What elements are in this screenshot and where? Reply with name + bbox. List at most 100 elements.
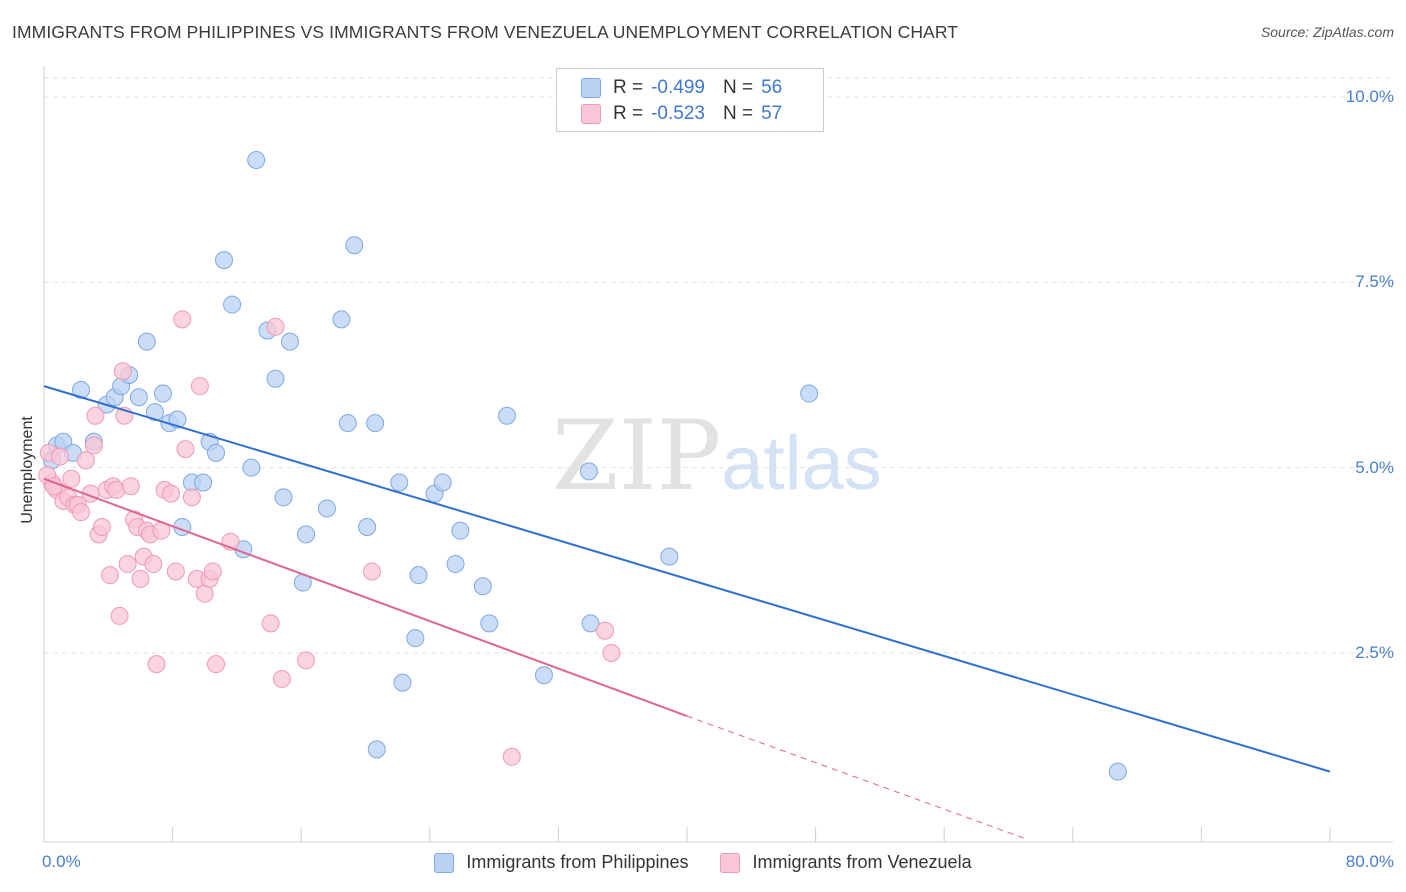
- y-axis-label: Unemployment: [19, 416, 36, 524]
- legend-n-value: 56: [761, 77, 783, 98]
- point-venezuela: [84, 436, 103, 455]
- legend-label-philippines: Immigrants from Philippines: [466, 852, 689, 872]
- point-venezuela: [596, 621, 615, 640]
- point-venezuela: [147, 655, 166, 674]
- point-venezuela: [272, 669, 291, 688]
- y-tick-label: 7.5%: [1355, 272, 1394, 292]
- point-philippines: [446, 555, 465, 574]
- stats-legend: R = -0.499 N = 56 R = -0.523 N = 57: [556, 68, 824, 132]
- point-philippines: [266, 369, 285, 388]
- legend-swatch-venezuela: [581, 104, 601, 124]
- point-philippines: [534, 666, 553, 685]
- point-philippines: [358, 517, 377, 536]
- point-venezuela: [121, 477, 140, 496]
- y-tick-label: 2.5%: [1355, 643, 1394, 662]
- point-venezuela: [144, 555, 163, 574]
- point-venezuela: [51, 447, 70, 466]
- watermark: ZIPatlas: [552, 400, 882, 512]
- point-venezuela: [182, 488, 201, 507]
- point-philippines: [145, 403, 164, 422]
- point-philippines: [367, 740, 386, 759]
- legend-item-philippines[interactable]: Immigrants from Philippines: [434, 852, 688, 873]
- series-legend: Immigrants from Philippines Immigrants f…: [0, 852, 1406, 873]
- point-philippines: [1108, 762, 1127, 781]
- point-venezuela: [62, 469, 81, 488]
- point-philippines: [366, 414, 385, 433]
- legend-n-value: 57: [761, 103, 783, 124]
- point-venezuela: [362, 562, 381, 581]
- x-tick-max: 80.0%: [1345, 852, 1394, 871]
- y-tick-label: 10.0%: [1345, 87, 1394, 106]
- legend-r-label: R =: [613, 103, 644, 124]
- point-philippines: [473, 577, 492, 596]
- legend-label-venezuela: Immigrants from Venezuela: [752, 852, 972, 872]
- legend-r-value: -0.499: [651, 77, 705, 98]
- point-venezuela: [176, 440, 195, 459]
- point-philippines: [406, 629, 425, 648]
- legend-r-value: -0.523: [651, 103, 705, 124]
- point-philippines: [274, 488, 293, 507]
- point-venezuela: [502, 747, 521, 766]
- chart-title: IMMIGRANTS FROM PHILIPPINES VS IMMIGRANT…: [12, 22, 959, 42]
- point-venezuela: [86, 406, 105, 425]
- point-venezuela: [161, 484, 180, 503]
- point-philippines: [338, 414, 357, 433]
- point-philippines: [332, 310, 351, 329]
- axes: [43, 66, 1393, 843]
- legend-item-venezuela[interactable]: Immigrants from Venezuela: [720, 852, 972, 873]
- y-tick-label: 5.0%: [1355, 457, 1394, 477]
- point-philippines: [451, 521, 470, 540]
- legend-swatch-venezuela: [720, 852, 741, 873]
- point-philippines: [800, 384, 819, 403]
- point-philippines: [223, 295, 242, 314]
- trend-line-venezuela-extension: [686, 715, 1025, 839]
- point-venezuela: [71, 503, 90, 522]
- point-philippines: [433, 473, 452, 492]
- legend-row-venezuela: R = -0.523 N = 57: [581, 103, 782, 125]
- point-venezuela: [266, 317, 285, 336]
- point-philippines: [129, 388, 148, 407]
- point-venezuela: [110, 606, 129, 625]
- grid-lines: [44, 77, 1393, 654]
- point-venezuela: [92, 517, 111, 536]
- point-philippines: [579, 462, 598, 481]
- point-venezuela: [173, 310, 192, 329]
- legend-swatch-philippines: [434, 852, 455, 873]
- point-venezuela: [190, 377, 209, 396]
- point-venezuela: [131, 569, 150, 588]
- point-philippines: [660, 547, 679, 566]
- point-philippines: [280, 332, 299, 351]
- point-venezuela: [166, 562, 185, 581]
- point-venezuela: [261, 614, 280, 633]
- source-label: Source: ZipAtlas.com: [1260, 24, 1394, 40]
- legend-swatch-philippines: [581, 78, 601, 98]
- point-philippines: [247, 151, 266, 170]
- point-venezuela: [602, 644, 621, 662]
- point-philippines: [390, 473, 409, 492]
- point-philippines: [297, 525, 316, 544]
- legend-n-label: N =: [722, 77, 754, 98]
- data-points: [38, 151, 1127, 781]
- point-venezuela: [203, 562, 222, 581]
- point-philippines: [317, 499, 336, 518]
- point-venezuela: [100, 566, 119, 585]
- watermark-atlas: atlas: [721, 421, 882, 506]
- point-philippines: [153, 384, 172, 403]
- point-philippines: [194, 473, 213, 492]
- point-venezuela: [207, 655, 226, 674]
- point-venezuela: [118, 555, 137, 574]
- point-philippines: [242, 458, 261, 477]
- trend-lines: [43, 385, 1331, 839]
- point-philippines: [215, 251, 234, 270]
- point-philippines: [409, 566, 428, 585]
- legend-r-label: R =: [613, 77, 644, 98]
- watermark-zip: ZIP: [552, 400, 722, 512]
- point-philippines: [345, 236, 364, 255]
- point-philippines: [581, 614, 600, 633]
- point-philippines: [71, 380, 90, 399]
- x-tick-min: 0.0%: [42, 852, 81, 871]
- point-philippines: [207, 443, 226, 462]
- legend-n-label: N =: [722, 103, 754, 124]
- trend-line-venezuela: [43, 477, 688, 717]
